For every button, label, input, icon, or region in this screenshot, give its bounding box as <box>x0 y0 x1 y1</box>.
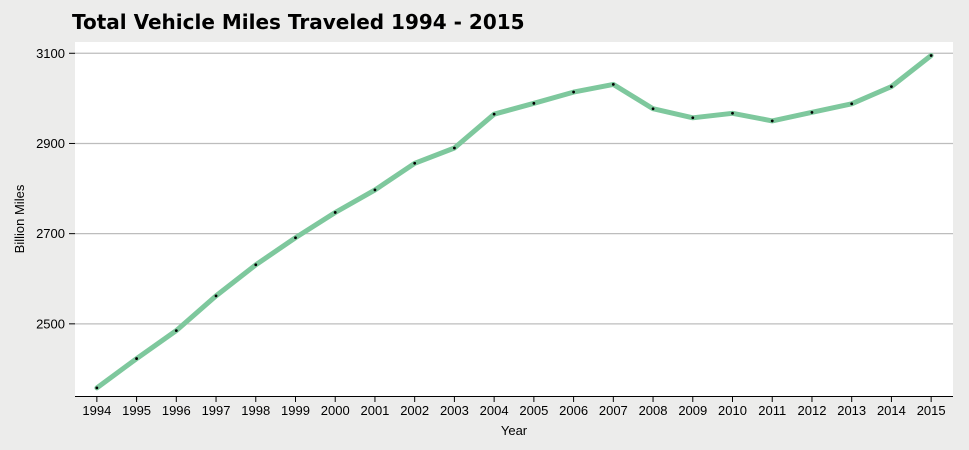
x-tick-label-2000: 2000 <box>321 403 350 418</box>
x-tick-label-2010: 2010 <box>718 403 747 418</box>
x-tick-label-1998: 1998 <box>241 403 270 418</box>
x-tick-label-1995: 1995 <box>122 403 151 418</box>
data-point-2015 <box>929 54 933 57</box>
data-point-1998 <box>254 263 258 267</box>
y-axis-label: Billion Miles <box>12 184 27 253</box>
plot-background <box>75 42 953 396</box>
y-tick-label-2700: 2700 <box>36 226 65 241</box>
data-point-1995 <box>135 357 138 360</box>
x-tick-label-2003: 2003 <box>440 403 469 418</box>
data-point-2001 <box>373 188 377 192</box>
data-point-2006 <box>572 90 575 94</box>
data-point-1996 <box>174 329 178 333</box>
data-point-2002 <box>413 161 417 165</box>
x-tick-label-2009: 2009 <box>678 403 707 418</box>
data-point-2005 <box>532 101 536 105</box>
x-tick-label-2001: 2001 <box>360 403 389 418</box>
data-point-2004 <box>492 112 496 116</box>
x-tick-label-1999: 1999 <box>281 403 310 418</box>
data-point-2008 <box>651 107 655 111</box>
y-tick-label-2900: 2900 <box>36 136 65 151</box>
axes <box>75 396 953 402</box>
x-tick-label-2015: 2015 <box>917 403 946 418</box>
data-point-1999 <box>294 236 297 240</box>
x-tick-label-1997: 1997 <box>202 403 231 418</box>
y-tick-label-2500: 2500 <box>36 316 65 331</box>
data-point-1994 <box>95 386 99 390</box>
x-tick-labels: 1994 1995 1996 1997 1998 1999 2000 2001 2002 2003… <box>82 403 945 418</box>
data-point-2012 <box>810 110 814 114</box>
x-tick-label-2002: 2002 <box>400 403 429 418</box>
y-tick-label-3100: 3100 <box>36 46 65 61</box>
data-point-2014 <box>890 85 893 89</box>
data-point-2009 <box>691 116 695 120</box>
x-tick-label-2013: 2013 <box>837 403 866 418</box>
grid-lines <box>69 52 953 325</box>
x-tick-label-2008: 2008 <box>639 403 668 418</box>
x-tick-label-2007: 2007 <box>599 403 628 418</box>
y-tick-labels: 2500 2700 2900 3100 <box>36 46 65 332</box>
x-tick-label-2005: 2005 <box>519 403 548 418</box>
x-tick-label-2014: 2014 <box>877 403 906 418</box>
x-tick-label-2012: 2012 <box>798 403 827 418</box>
x-tick-label-1996: 1996 <box>162 403 191 418</box>
series-group <box>94 53 934 391</box>
data-point-1997 <box>214 294 218 298</box>
data-point-2010 <box>731 111 734 115</box>
data-point-2013 <box>850 102 854 106</box>
x-tick-label-2004: 2004 <box>480 403 509 418</box>
x-tick-label-2006: 2006 <box>559 403 588 418</box>
data-point-2007 <box>611 82 615 86</box>
x-axis-label: Year <box>501 423 528 438</box>
data-point-2003 <box>453 146 456 150</box>
data-point-2011 <box>770 119 774 123</box>
series-line-0 <box>94 53 934 391</box>
x-tick-label-1994: 1994 <box>82 403 111 418</box>
data-point-2000 <box>333 211 337 214</box>
chart-title: Total Vehicle Miles Traveled 1994 - 2015 <box>72 10 525 34</box>
x-tick-label-2011: 2011 <box>758 403 786 418</box>
